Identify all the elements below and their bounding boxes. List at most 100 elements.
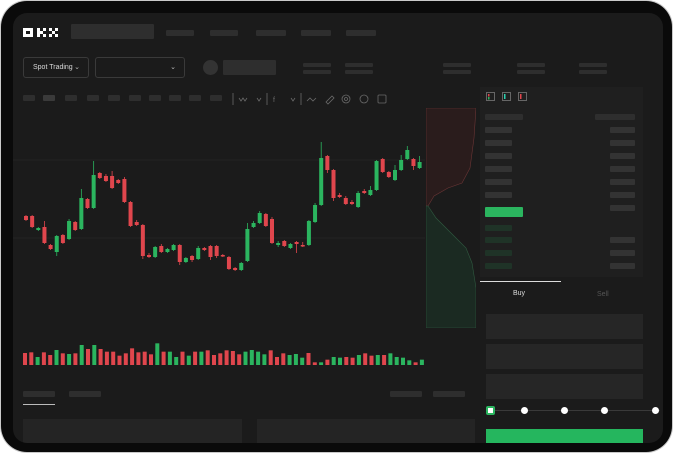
candle-body (196, 248, 201, 259)
candle-body (356, 193, 361, 207)
candle-body (134, 222, 139, 225)
volume-bar (249, 350, 254, 365)
volume-bar (293, 354, 298, 365)
slider-mark-75[interactable] (601, 407, 608, 414)
bottom-action[interactable] (390, 391, 422, 397)
ask-price (485, 179, 512, 185)
search-placeholder[interactable] (71, 24, 154, 39)
candle-body (79, 198, 84, 229)
volume-bar (268, 350, 273, 365)
candle-body (67, 221, 72, 239)
nav-item[interactable] (210, 30, 238, 36)
candle-body (159, 246, 164, 252)
candle-body (214, 246, 219, 256)
bottom-action[interactable] (433, 391, 465, 397)
volume-bar (41, 352, 46, 365)
candle-body (220, 255, 225, 257)
tab-open-orders[interactable] (23, 391, 55, 397)
volume-bar (275, 357, 279, 365)
bid-amount (610, 250, 635, 256)
candle-body (30, 216, 35, 227)
stat-label (579, 63, 607, 67)
volume-bar (369, 355, 374, 365)
volume-bar (167, 351, 172, 365)
total-input[interactable] (486, 374, 643, 399)
candle-body (374, 161, 379, 190)
ask-amount (610, 192, 635, 198)
volume-bar (199, 351, 204, 365)
bottom-panel-right (257, 419, 475, 443)
tab-order-history[interactable] (69, 391, 101, 397)
ask-amount (610, 205, 635, 211)
okx-logo (23, 28, 58, 37)
candle-body (276, 243, 281, 245)
volume-bar (142, 351, 147, 365)
nav-item[interactable] (301, 30, 331, 36)
candlestick-chart[interactable] (13, 103, 428, 378)
candle-body (48, 245, 53, 249)
timeframe-button (189, 95, 201, 101)
chevron-down-icon: ⌄ (74, 64, 80, 71)
timeframe-button (149, 95, 161, 101)
volume-bar (149, 354, 153, 365)
volume-bar (155, 343, 160, 365)
pair-select[interactable]: ⌄ (95, 57, 185, 78)
timeframe-button (43, 95, 55, 101)
slider-mark-50[interactable] (561, 407, 568, 414)
volume-bar (262, 354, 267, 365)
slider-mark-100[interactable] (652, 407, 659, 414)
candle-body (263, 214, 268, 226)
slider-handle[interactable] (486, 406, 495, 415)
volume-bar (35, 357, 40, 365)
chevron-down-icon: ⌄ (170, 64, 176, 71)
volume-bar (205, 350, 210, 365)
volume-bar (161, 351, 166, 365)
volume-bar (218, 353, 223, 365)
volume-bar (375, 355, 380, 365)
percent-slider[interactable] (490, 410, 660, 411)
timeframe-button (108, 95, 120, 101)
ask-amount (610, 140, 635, 146)
volume-bar (86, 349, 90, 365)
candle-body (110, 176, 115, 188)
orderbook-view-toggles[interactable] (486, 92, 531, 102)
candle-body (313, 205, 318, 222)
tab-buy[interactable]: Buy (513, 290, 526, 297)
coin-icon (203, 60, 218, 75)
volume-bar (306, 353, 311, 365)
candle-body (171, 245, 176, 250)
bid-amount (610, 237, 635, 243)
amount-input[interactable] (486, 344, 643, 369)
candle-body (399, 160, 404, 170)
timeframe-button (65, 95, 77, 101)
market-type-select[interactable]: Spot Trading ⌄ (23, 57, 89, 78)
candle-body (245, 229, 250, 261)
volume-bar (186, 355, 191, 365)
nav-item[interactable] (256, 30, 286, 36)
candle-body (270, 219, 274, 243)
candle-body (85, 199, 90, 208)
volume-bar (98, 349, 103, 365)
candle-body (306, 221, 311, 245)
volume-bar (350, 357, 355, 365)
candle-body (386, 172, 391, 177)
active-tab-underline (23, 404, 55, 405)
volume-bar (237, 354, 242, 365)
slider-mark-25[interactable] (521, 407, 528, 414)
volume-bar (180, 351, 185, 365)
nav-item[interactable] (166, 30, 194, 36)
price-input[interactable] (486, 314, 643, 339)
timeframe-button (210, 95, 222, 101)
candle-body (288, 244, 293, 248)
volume-bar (243, 351, 248, 365)
nav-item[interactable] (346, 30, 376, 36)
volume-bar (331, 357, 336, 365)
candle-body (337, 195, 342, 197)
tab-sell[interactable]: Sell (597, 291, 609, 298)
candle-body (417, 162, 422, 168)
volume-bar (54, 350, 59, 365)
buy-button[interactable] (486, 429, 643, 443)
candle-body (122, 179, 127, 202)
volume-bar (407, 360, 412, 365)
candle-body (257, 213, 262, 223)
